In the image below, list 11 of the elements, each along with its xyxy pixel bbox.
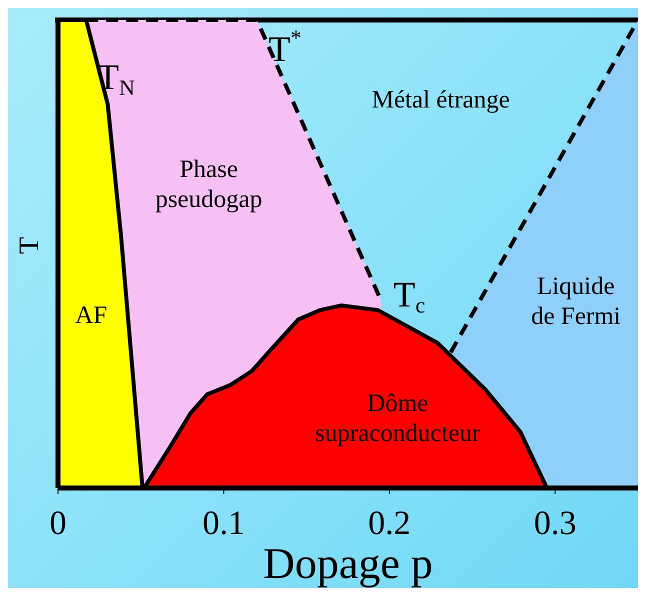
- x-tick-label: 0.3: [534, 505, 576, 542]
- annotation: Dôme supraconducteur: [315, 390, 481, 447]
- annotation: T$_{c}$: [393, 274, 426, 318]
- annotation: Phase pseudogap: [155, 156, 262, 213]
- x-tick-label: 0.1: [202, 505, 245, 542]
- annotation: T$^{*}$: [268, 24, 302, 70]
- annotation: Métal étrange: [372, 86, 510, 114]
- annotation: AF: [75, 302, 108, 329]
- x-tick-label: 0: [50, 505, 66, 542]
- annotation: Liquide de Fermi: [531, 272, 621, 330]
- y-axis-title: T: [14, 236, 45, 254]
